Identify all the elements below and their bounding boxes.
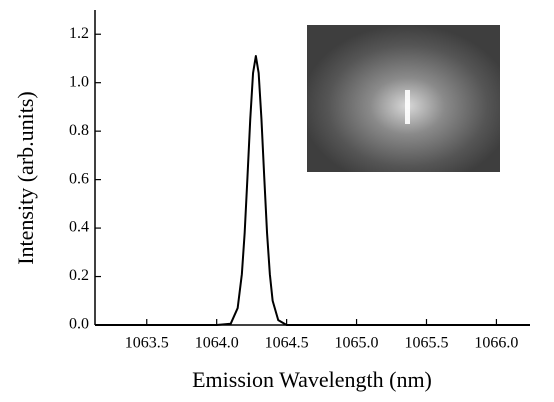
- y-tick-label: 0.8: [69, 122, 89, 139]
- line: [95, 55, 530, 326]
- x-tick-label: 1063.5: [125, 335, 169, 352]
- x-tick-label: 1066.0: [474, 335, 518, 352]
- x-tick-label: 1064.0: [195, 335, 239, 352]
- y-tick-label: 0.4: [69, 219, 89, 236]
- y-tick-label: 1.2: [69, 25, 89, 42]
- x-axis-title: Emission Wavelength (nm): [192, 367, 432, 392]
- y-tick-label: 0.2: [69, 267, 89, 284]
- y-axis-title: Intensity (arb.units): [13, 91, 38, 265]
- inset-image: [307, 25, 500, 172]
- y-tick-label: 1.0: [69, 73, 89, 90]
- y-tick-label: 0.6: [69, 170, 89, 187]
- x-tick-label: 1065.5: [404, 335, 448, 352]
- y-tick-label: 0.0: [69, 316, 89, 333]
- x-tick-label: 1064.5: [265, 335, 309, 352]
- x-tick-label: 1065.0: [335, 335, 379, 352]
